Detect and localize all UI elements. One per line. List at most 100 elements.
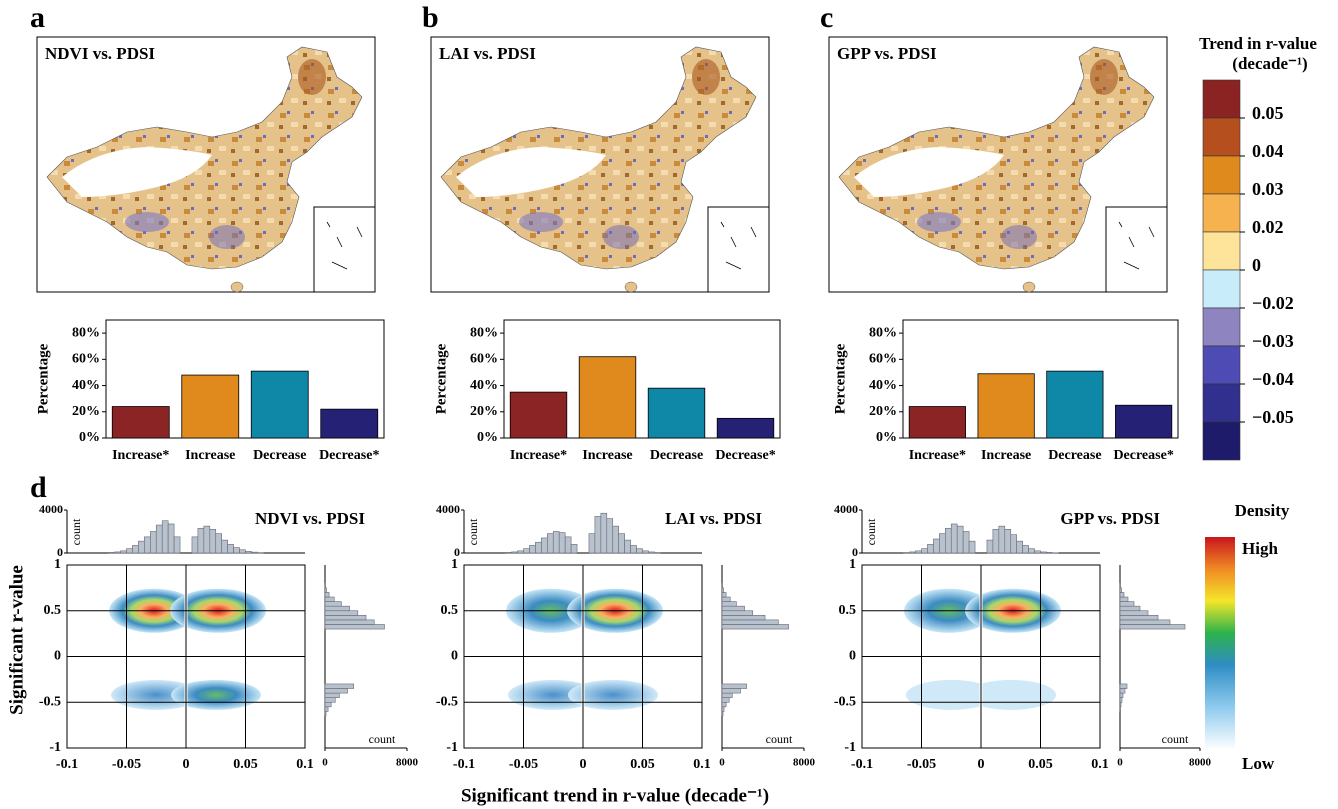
y-tick-label: 0% — [477, 430, 498, 445]
hist-bar — [612, 525, 619, 554]
colorbar-swatch — [1202, 193, 1241, 233]
hist-bar — [1119, 605, 1141, 612]
hist-bar — [1040, 551, 1047, 554]
hist-bar — [324, 697, 336, 703]
colorbar-title: Trend in r-value — [1199, 34, 1317, 53]
bar — [1115, 404, 1173, 439]
colorbar-swatch — [1202, 307, 1241, 347]
colorbar-swatch — [1202, 383, 1241, 423]
colorbar-label: 0.05 — [1252, 103, 1284, 123]
hist-bar — [618, 533, 625, 554]
y-tick-label: -1 — [844, 740, 856, 755]
hist-bar — [558, 532, 566, 554]
hist-bar — [541, 537, 548, 554]
x-tick-label: Decrease — [650, 448, 703, 463]
hist-bar — [909, 551, 916, 554]
bar — [250, 370, 309, 439]
hist-bar — [1046, 552, 1053, 554]
x-tick-label: 8000 — [793, 757, 816, 769]
hist-bar — [209, 529, 217, 554]
hist-bar — [721, 701, 727, 708]
hist-bar — [324, 592, 330, 598]
colorbar-label: −0.02 — [1252, 293, 1294, 313]
hist-bar — [721, 596, 731, 602]
hist-bar — [245, 551, 252, 554]
hist-bar — [1119, 587, 1122, 593]
bar — [320, 408, 379, 439]
y-tick-label: 40% — [470, 378, 498, 393]
bar — [111, 406, 170, 439]
hist-bar — [986, 539, 994, 554]
colorbar-swatch — [1202, 421, 1241, 461]
hist-bar — [606, 518, 614, 554]
hist-bar — [721, 706, 725, 712]
hist-bar — [173, 536, 181, 554]
colorbar-subtitle: (decade⁻¹) — [1232, 54, 1307, 73]
y-tick-label: 60% — [470, 352, 498, 367]
x-tick-label: Decrease* — [1113, 448, 1173, 463]
hist-bar — [324, 706, 329, 712]
hist-bar — [721, 605, 745, 612]
hist-bar — [721, 683, 747, 689]
hist-bar — [594, 516, 602, 554]
hist-bar — [927, 544, 934, 554]
hist-bar — [505, 552, 512, 554]
hist-bar — [721, 688, 741, 694]
y-tick-label: 20% — [72, 404, 100, 419]
bar — [578, 356, 637, 439]
hist-bar — [227, 544, 234, 554]
hist-bar — [1119, 692, 1124, 698]
hist-bar — [511, 551, 518, 554]
x-tick-label: -0.05 — [112, 757, 141, 772]
hist-bar — [956, 525, 964, 554]
hist-bar — [203, 525, 211, 554]
hist-bar — [721, 610, 754, 616]
hist-bar — [108, 552, 115, 554]
y-tick-label: 20% — [869, 404, 897, 419]
y-tick-label: 1 — [54, 557, 61, 572]
x-tick-label: 0 — [183, 757, 190, 772]
hist-bar — [588, 533, 596, 554]
y-tick-label: 0.5 — [839, 603, 857, 618]
y-axis-label: Percentage — [35, 343, 51, 414]
hist-bar — [1034, 550, 1041, 554]
shared-ylabel: Significant r-value — [6, 565, 27, 715]
map-title: GPP vs. PDSI — [837, 44, 937, 63]
map-title: LAI vs. PDSI — [439, 44, 536, 63]
plot-frame — [902, 319, 1179, 439]
x-tick-label: 0.05 — [630, 757, 655, 772]
bar — [977, 373, 1035, 439]
colorbar-swatch — [1202, 155, 1241, 195]
x-tick-label: 0 — [580, 757, 587, 772]
hist-bar — [1119, 701, 1122, 708]
hist-bar — [950, 523, 958, 554]
hist-bar — [630, 545, 637, 554]
y-tick-label: 0 — [849, 649, 856, 664]
hist-bar — [962, 531, 970, 554]
hist-bar — [1028, 548, 1035, 554]
panel-label: d — [30, 471, 47, 504]
hist-bar — [915, 550, 922, 554]
hist-bar — [324, 587, 327, 593]
hist-bar — [324, 711, 327, 717]
hist-bar — [150, 531, 157, 554]
hist-bar — [535, 541, 542, 554]
density-low: Low — [1242, 754, 1275, 773]
hist-bar — [546, 533, 554, 554]
y-tick-label: -0.5 — [436, 694, 458, 709]
hist-bar — [721, 592, 727, 598]
hist-label: count — [369, 732, 396, 746]
hist-bar — [167, 523, 175, 554]
hist-bar — [324, 601, 342, 607]
hist-bar — [215, 533, 222, 554]
y-tick-label: 0.5 — [441, 603, 459, 618]
hist-bar — [1119, 610, 1149, 616]
hist-bar — [1119, 683, 1128, 689]
bar — [181, 374, 240, 439]
x-tick-label: Increase — [185, 448, 235, 463]
hist-bar — [1004, 529, 1012, 554]
hist-bar — [1022, 545, 1029, 554]
hist-bar — [1119, 619, 1171, 625]
colorbar-label: 0 — [1252, 255, 1261, 275]
